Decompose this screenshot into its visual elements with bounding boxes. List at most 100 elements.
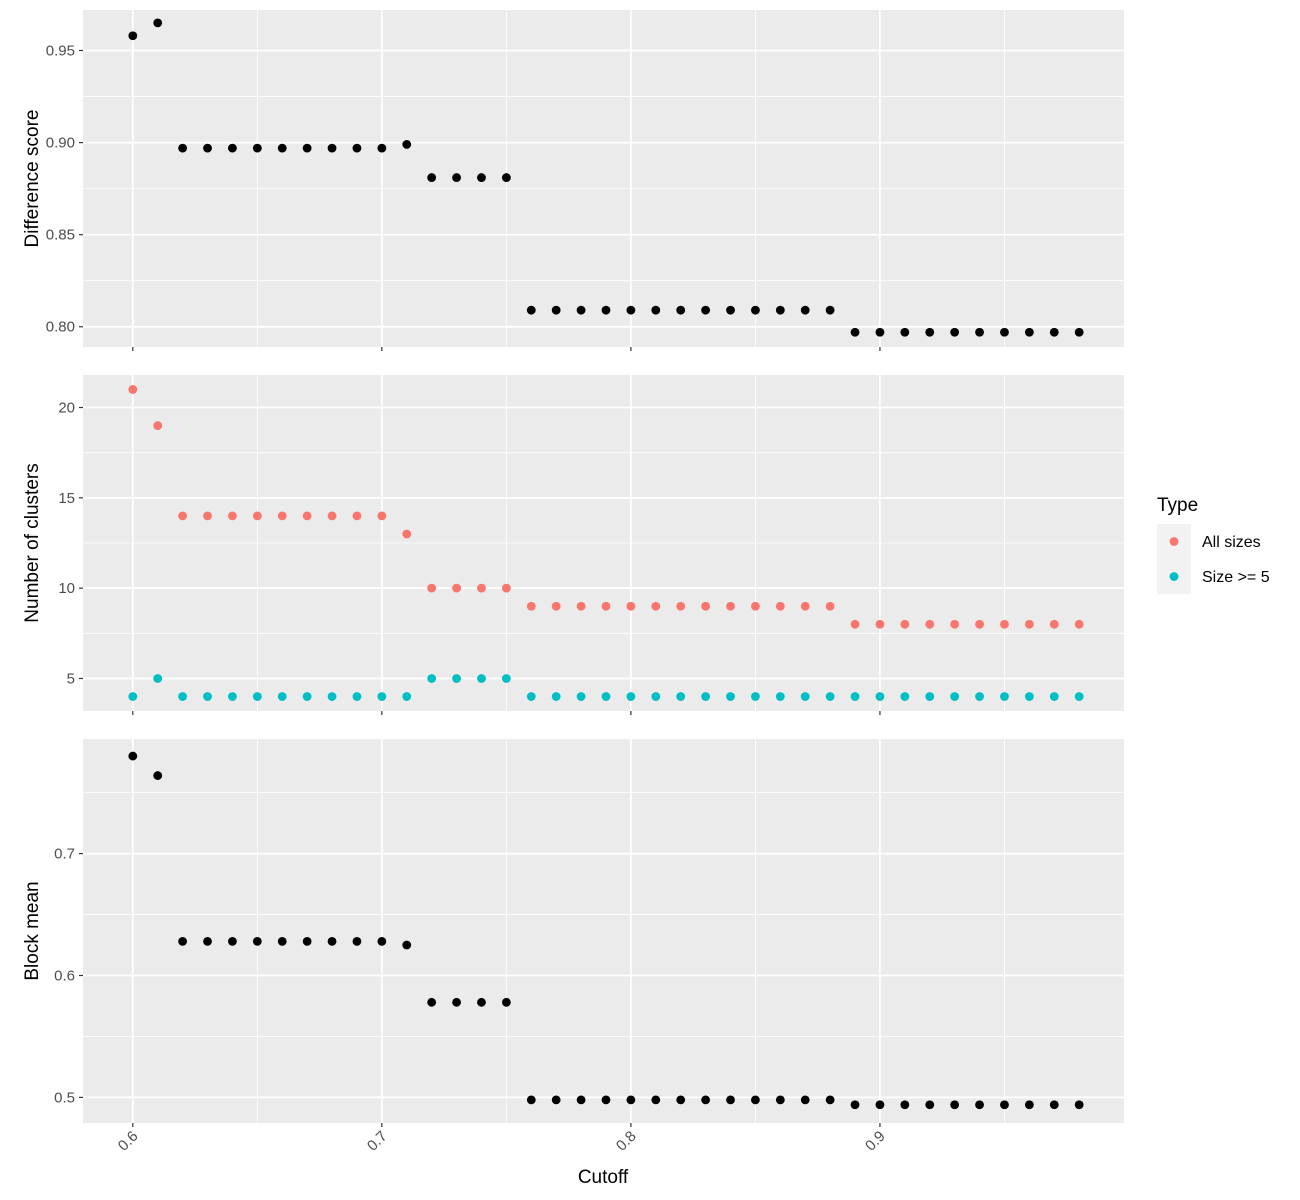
panel-1: 0.80 0.85 0.90 0.95 Difference score [22,10,1124,351]
data-point [228,143,237,153]
data-point [875,692,885,701]
data-point [900,619,910,629]
data-point [551,1095,561,1105]
data-point [1074,327,1084,337]
data-point [302,511,312,521]
y-axis-title: Block mean [22,881,43,980]
data-point [501,674,511,683]
data-point [726,1095,735,1105]
legend-title: Type [1157,495,1198,516]
data-point [352,936,362,946]
data-point [576,305,586,315]
data-point [825,1095,835,1105]
data-point [726,692,735,701]
series-size-5 [128,674,1084,701]
x-axis-title: Cutoff [578,1167,629,1188]
data-point [676,1095,686,1105]
data-point [1049,327,1059,337]
x-tick-label: 0.6 [115,1128,142,1155]
y-tick-label: 0.80 [46,319,75,336]
data-point [676,692,686,701]
data-point [925,1100,935,1110]
data-point [1000,327,1009,337]
series-all-sizes [128,385,1084,629]
data-point [626,1095,636,1105]
data-point [576,692,586,701]
data-point [950,1100,960,1110]
data-point [825,692,835,701]
data-point [850,619,860,629]
data-point [402,692,412,701]
x-tick-label: 0.7 [364,1128,391,1155]
data-point [651,601,661,611]
data-point [228,936,237,946]
data-point [1000,1100,1009,1110]
y-tick-label: 10 [58,580,75,597]
data-point [800,305,810,315]
data-point [601,692,611,701]
x-tick-label: 0.9 [862,1128,889,1155]
data-point [377,936,387,946]
data-point [751,601,760,611]
data-point [277,692,287,701]
y-tick-label: 0.5 [54,1089,75,1106]
data-point [701,1095,711,1105]
data-point [327,511,337,521]
data-point [252,511,262,521]
data-point [1024,327,1034,337]
data-point [775,692,785,701]
data-point [501,583,511,593]
data-point [1000,619,1009,629]
data-point [153,421,163,430]
data-point [252,692,262,701]
data-point [452,674,461,683]
data-point [551,692,561,701]
data-point [651,305,661,315]
data-point [526,692,536,701]
data-point [850,327,860,337]
data-point [377,692,387,701]
data-point [178,936,188,946]
data-point [452,997,461,1007]
y-tick-label: 0.90 [46,135,75,152]
data-point [975,1100,984,1110]
legend-label: All sizes [1202,534,1261,551]
data-point [178,692,188,701]
data-point [626,305,636,315]
data-point [501,997,511,1007]
data-point [551,305,561,315]
data-point [1049,692,1059,701]
data-point [203,692,212,701]
data-point [277,511,287,521]
series-values [128,751,1084,1110]
y-tick-label: 0.85 [46,227,75,244]
data-point [925,327,935,337]
data-point [1000,692,1009,701]
data-point [751,692,760,701]
data-point [252,936,262,946]
y-tick-label: 0.95 [46,43,75,60]
data-point [1049,1100,1059,1110]
data-point [477,674,486,683]
data-point [850,1100,860,1110]
data-point [975,619,984,629]
data-point [975,692,984,701]
data-point [651,1095,661,1105]
data-point [153,674,163,683]
data-point [601,601,611,611]
data-point [352,143,362,153]
data-point [277,936,287,946]
data-point [626,692,636,701]
series-values [128,18,1084,337]
data-point [626,601,636,611]
data-point [427,674,437,683]
data-point [153,18,163,28]
data-point [477,997,486,1007]
data-point [975,327,984,337]
data-point [950,692,960,701]
data-point [302,692,312,701]
data-point [327,692,337,701]
data-point [900,327,910,337]
data-point [726,305,735,315]
